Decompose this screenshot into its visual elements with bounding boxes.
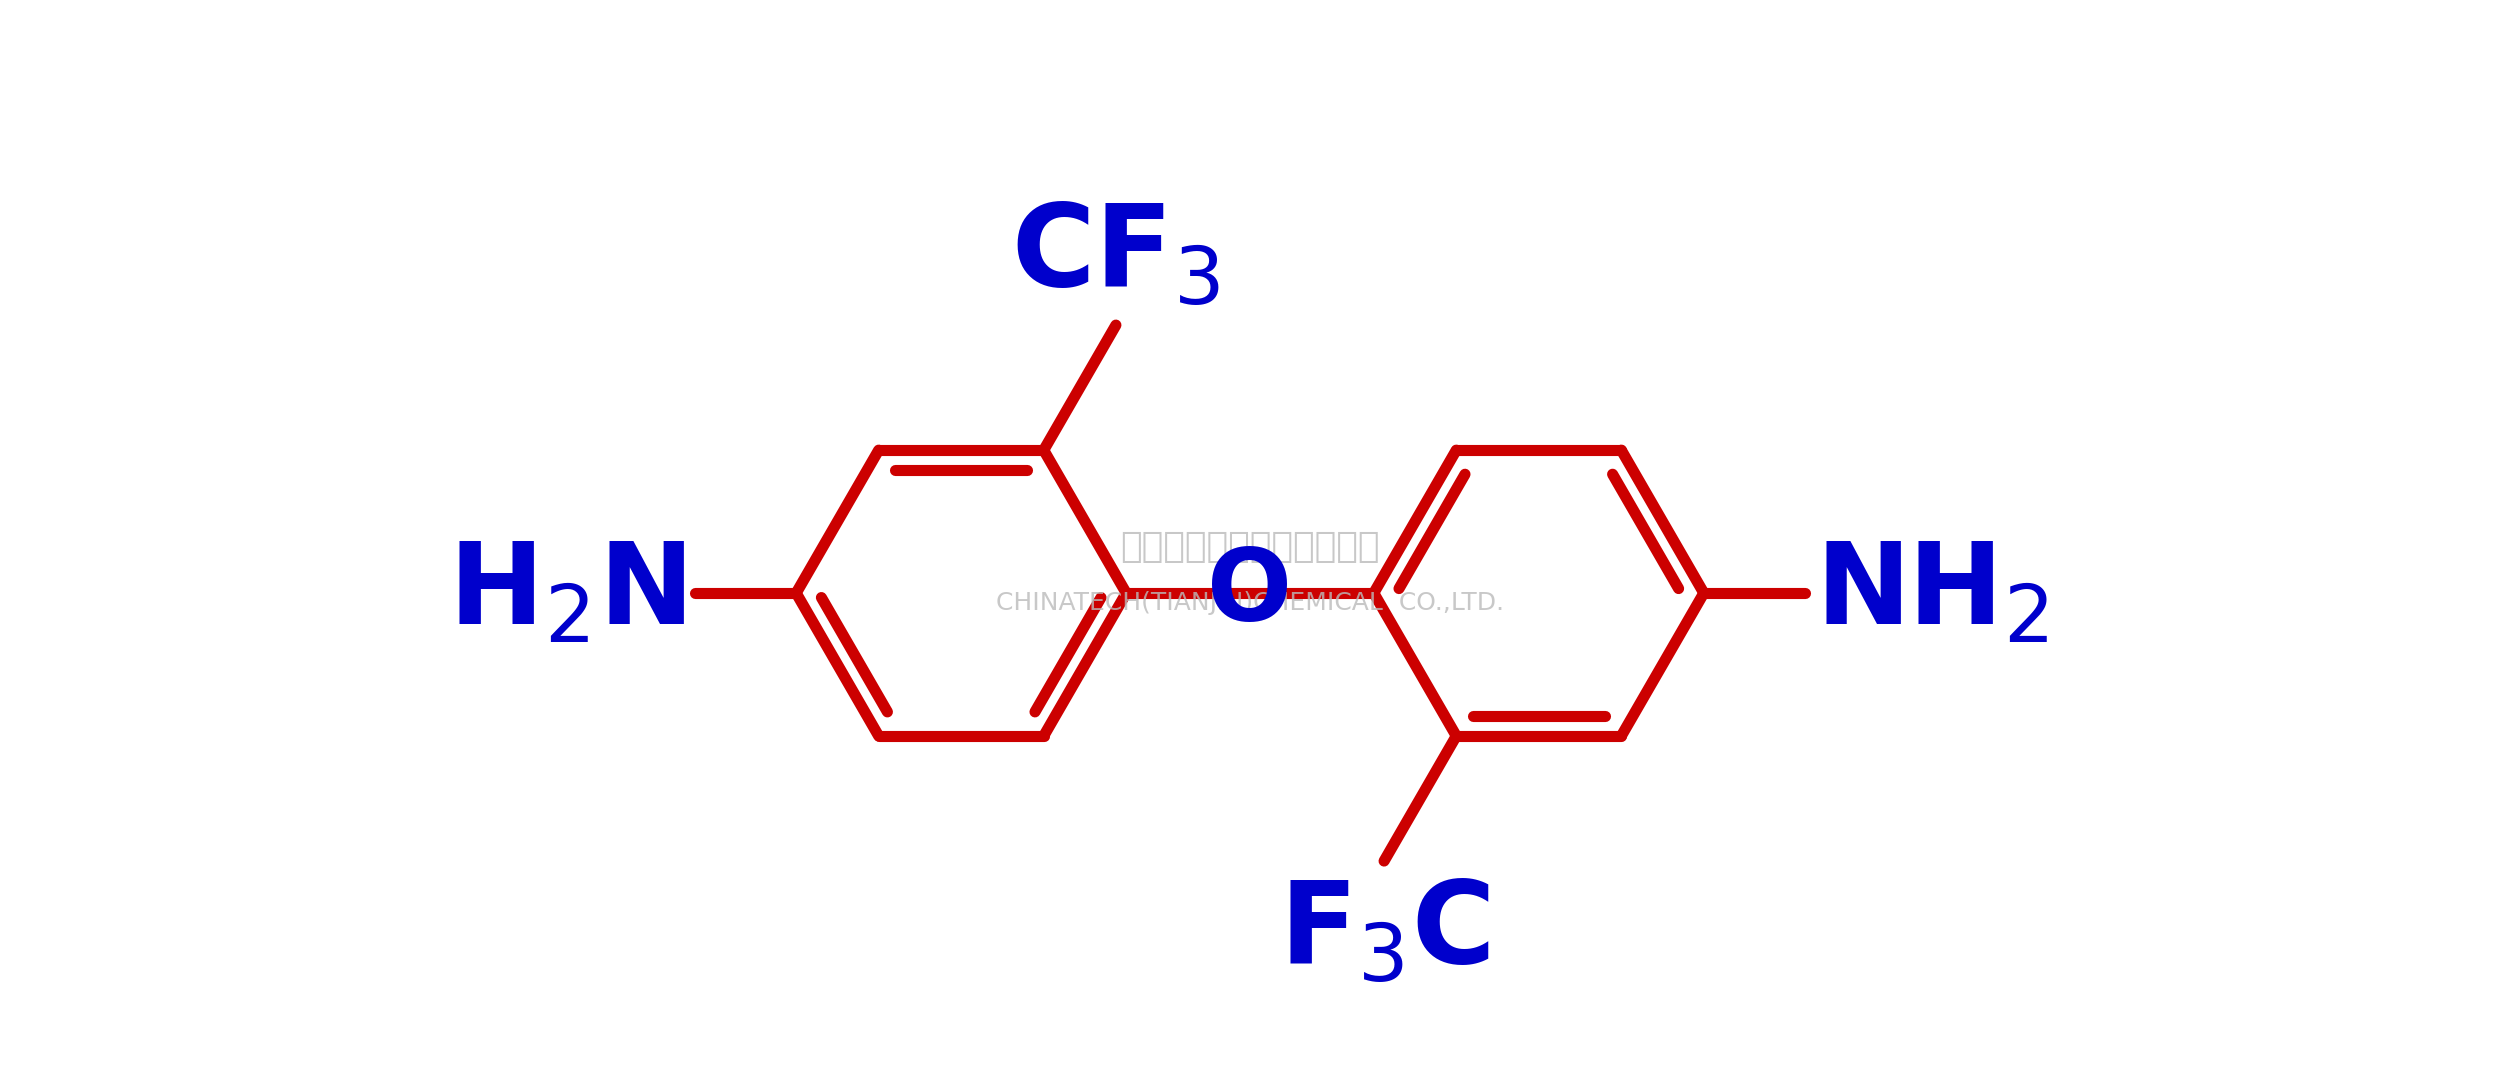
- Text: CF$_3$: CF$_3$: [1013, 198, 1220, 310]
- Text: H$_2$N: H$_2$N: [448, 537, 685, 649]
- Text: 天津众泰材料科技有限公司: 天津众泰材料科技有限公司: [1120, 530, 1380, 563]
- Text: O: O: [1208, 545, 1292, 641]
- Text: CHINATECH(TIANJIN)CHEMICAL  CO.,LTD.: CHINATECH(TIANJIN)CHEMICAL CO.,LTD.: [995, 591, 1505, 615]
- Text: F$_3$C: F$_3$C: [1278, 876, 1490, 988]
- Text: NH$_2$: NH$_2$: [1815, 537, 2048, 649]
